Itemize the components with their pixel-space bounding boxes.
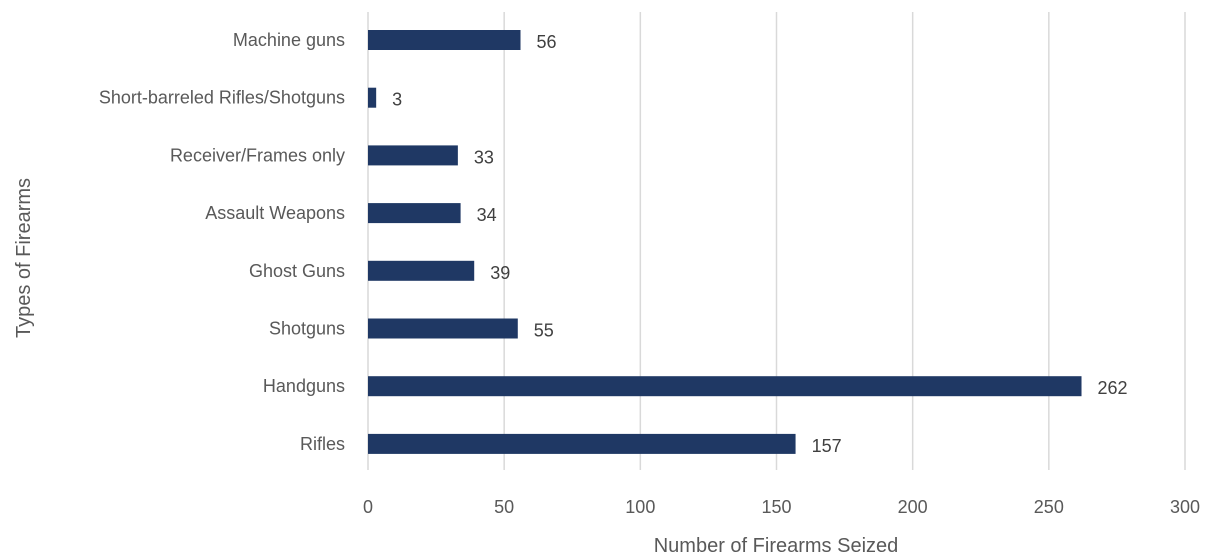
data-label: 55 <box>534 321 554 341</box>
category-label: Machine guns <box>233 30 345 50</box>
bar <box>368 203 461 224</box>
x-tick-label: 200 <box>898 497 928 517</box>
x-tick-labels: 0 50 100 150 200 250 300 <box>363 497 1200 517</box>
data-label: 39 <box>490 263 510 283</box>
gridlines <box>367 12 1186 470</box>
bars <box>368 30 1082 454</box>
bar <box>368 260 475 281</box>
y-axis-title: Types of Firearms <box>13 178 35 338</box>
data-label: 3 <box>392 90 402 110</box>
category-labels: Machine guns Short-barreled Rifles/Shotgu… <box>99 30 345 454</box>
category-label: Rifles <box>300 434 345 454</box>
bar <box>368 87 377 108</box>
data-label: 33 <box>474 147 494 167</box>
bar <box>368 376 1082 397</box>
category-label: Shotguns <box>269 319 345 339</box>
x-tick-label: 250 <box>1034 497 1064 517</box>
bar <box>368 433 796 454</box>
data-label: 262 <box>1098 378 1128 398</box>
x-axis-title: Number of Firearms Seized <box>654 535 899 557</box>
x-tick-label: 100 <box>625 497 655 517</box>
category-label: Ghost Guns <box>249 261 345 281</box>
category-label: Assault Weapons <box>205 203 345 223</box>
category-label: Receiver/Frames only <box>170 145 345 165</box>
bar <box>368 145 458 166</box>
data-label: 56 <box>537 32 557 52</box>
bar <box>368 318 518 339</box>
category-label: Short-barreled Rifles/Shotguns <box>99 88 345 108</box>
x-tick-label: 300 <box>1170 497 1200 517</box>
category-label: Handguns <box>263 376 345 396</box>
x-tick-label: 0 <box>363 497 373 517</box>
bar <box>368 30 521 50</box>
x-tick-label: 50 <box>494 497 514 517</box>
data-label: 34 <box>477 205 497 225</box>
x-tick-label: 150 <box>761 497 791 517</box>
data-label: 157 <box>812 436 842 456</box>
